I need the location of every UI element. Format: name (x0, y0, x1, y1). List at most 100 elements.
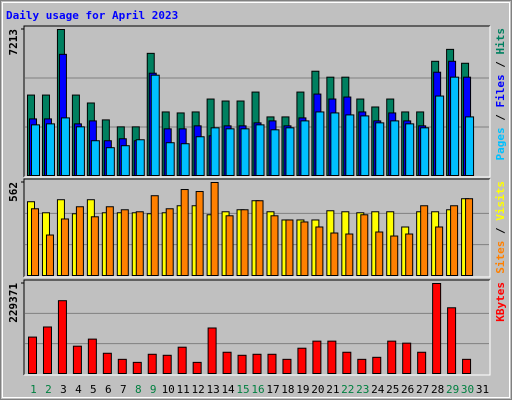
bar (225, 215, 234, 276)
legend-separator: / (494, 221, 507, 241)
x-tick-label: 24 (371, 383, 385, 396)
bar (147, 353, 157, 375)
bar (192, 361, 202, 374)
bar (180, 189, 189, 277)
x-tick-label: 11 (177, 383, 190, 396)
bar (360, 115, 370, 176)
bar (447, 307, 457, 374)
bar (31, 208, 39, 276)
x-tick-label: 29 (446, 383, 459, 396)
bar (255, 200, 264, 277)
bar (450, 205, 459, 277)
bar (297, 347, 307, 374)
x-tick-label: 21 (326, 383, 339, 396)
bar (300, 221, 309, 277)
bar (390, 235, 399, 276)
bar (405, 123, 415, 176)
legend-separator: / (494, 108, 507, 128)
x-tick-label: 7 (120, 383, 127, 396)
bar (165, 208, 174, 276)
bar (87, 338, 97, 375)
bar (270, 215, 279, 276)
bar (420, 205, 429, 277)
bar (240, 209, 249, 277)
bar (360, 214, 369, 277)
bar (462, 358, 472, 374)
bar (207, 327, 217, 375)
bar (150, 195, 159, 276)
legend: Pages / Files / Hits (494, 28, 507, 161)
legend-entry: KBytes (494, 282, 507, 322)
bar (105, 147, 115, 177)
x-tick-label: 14 (221, 383, 235, 396)
panel-bevel (23, 279, 490, 375)
bar (435, 95, 445, 176)
bar (102, 352, 112, 375)
bar (327, 340, 337, 374)
bar (342, 351, 352, 374)
x-tick-label: 26 (401, 383, 414, 396)
bar (330, 112, 340, 176)
x-tick-label: 10 (162, 383, 175, 396)
bar (222, 351, 232, 374)
bar (282, 358, 292, 374)
legend-entry: Hits (494, 28, 507, 55)
x-tick-label: 19 (296, 383, 309, 396)
y-tick-label: 229371 (7, 283, 20, 323)
bar (435, 226, 444, 276)
bar (42, 326, 52, 374)
x-tick-label: 8 (135, 383, 142, 396)
y-tick-label: 7213 (7, 29, 20, 56)
bar (285, 127, 295, 176)
bar (387, 340, 397, 374)
bar (75, 206, 84, 276)
bar (132, 361, 142, 374)
legend-entry: Pages (494, 127, 507, 160)
bar (375, 231, 384, 276)
bar (45, 234, 54, 277)
legend: Sites / Visits (494, 181, 507, 274)
bar (177, 346, 187, 374)
bar (90, 140, 100, 176)
x-tick-label: 30 (461, 383, 474, 396)
bar (72, 345, 82, 375)
bar (225, 128, 235, 176)
bar (255, 124, 265, 176)
bar (57, 300, 67, 374)
bar (417, 351, 427, 374)
x-tick-label: 28 (431, 383, 444, 396)
bar (375, 122, 385, 176)
bar (28, 336, 37, 374)
bar (162, 354, 172, 374)
bar (402, 342, 412, 375)
bar (357, 358, 367, 374)
bar (285, 219, 294, 276)
x-tick-label: 1 (30, 383, 37, 396)
bar (90, 216, 99, 276)
legend: KBytes (494, 282, 507, 322)
chart-title: Daily usage for April 2023 (6, 9, 178, 22)
panel-bevel (24, 179, 491, 278)
x-tick-label: 20 (311, 383, 324, 396)
x-tick-label: 6 (105, 383, 112, 396)
x-tick-label: 17 (266, 383, 279, 396)
bar (180, 143, 190, 177)
bar (45, 123, 55, 176)
panel-bevel (24, 26, 491, 178)
x-tick-label: 15 (236, 383, 249, 396)
bar (432, 283, 442, 374)
bar (315, 111, 325, 176)
x-tick-label: 25 (386, 383, 399, 396)
x-tick-label: 16 (251, 383, 264, 396)
bar (210, 182, 219, 276)
x-tick-label: 2 (45, 383, 52, 396)
x-tick-label: 12 (192, 383, 205, 396)
bar (60, 117, 70, 177)
bar (465, 198, 474, 276)
bar (120, 145, 130, 177)
legend-entry: Files (494, 74, 507, 107)
bar (195, 136, 205, 176)
x-tick-label: 9 (150, 383, 157, 396)
